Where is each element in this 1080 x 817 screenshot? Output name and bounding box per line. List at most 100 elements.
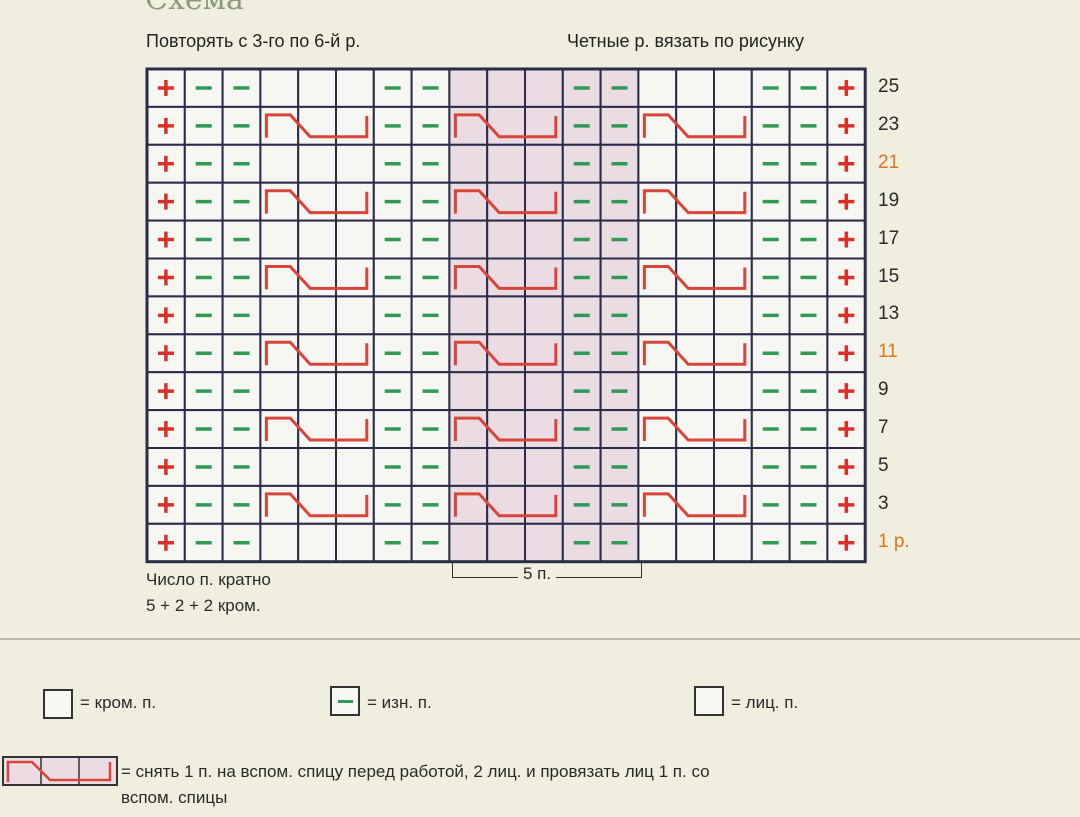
chart-cell <box>486 484 527 525</box>
chart-cell <box>259 219 300 260</box>
legend-cable-line2: вспом. спицы <box>121 788 228 807</box>
purl-stitch-symbol-icon <box>330 686 360 716</box>
chart-cell <box>675 295 716 336</box>
chart-cell <box>524 143 564 184</box>
chart-cell <box>259 143 300 184</box>
chart-cell <box>675 522 716 563</box>
row-number-label: 15 <box>878 265 900 287</box>
cable-cross-icon <box>642 189 747 215</box>
legend-edge-stitch: = кром. п. <box>80 693 157 712</box>
even-rows-instruction: Четные р. вязать по рисунку <box>567 31 804 51</box>
cable-cross-icon <box>264 113 369 139</box>
stitch-multiple-note: Число п. кратно <box>146 570 271 589</box>
chart-cell <box>524 295 564 336</box>
cable-symbol-icon <box>2 756 118 786</box>
cable-cross-icon <box>642 340 747 366</box>
chart-cell <box>524 68 564 108</box>
legend-purl-stitch: = изн. п. <box>367 693 432 712</box>
knitting-chart-grid <box>145 67 867 564</box>
repeat-label: 5 п. <box>518 564 557 584</box>
chart-cell <box>675 484 716 525</box>
chart-cell <box>335 371 375 412</box>
chart-cell <box>486 409 527 450</box>
cable-cross-icon <box>453 416 558 442</box>
chart-cell <box>486 522 527 563</box>
chart-cell <box>675 219 716 260</box>
chart-cell <box>297 409 338 450</box>
chart-cell <box>448 447 489 487</box>
divider <box>0 638 1080 640</box>
cable-cross-icon <box>453 189 558 215</box>
chart-cell <box>486 105 527 146</box>
row-number-label: 19 <box>878 189 900 211</box>
chart-cell <box>675 409 716 450</box>
chart-cell <box>297 333 338 374</box>
chart-cell <box>713 295 753 336</box>
row-number-label: 1 р. <box>878 530 910 552</box>
chart-cell <box>524 219 564 260</box>
chart-cell <box>675 371 716 412</box>
row-number-label: 5 <box>878 455 889 476</box>
chart-cell <box>675 105 716 146</box>
chart-cell <box>259 522 300 563</box>
chart-cell <box>448 143 489 184</box>
knit-stitch-symbol-icon <box>694 686 724 716</box>
row-number-label: 23 <box>878 113 900 135</box>
row-number-label: 9 <box>878 379 889 401</box>
chart-cell <box>335 143 375 184</box>
chart-cell <box>335 219 375 260</box>
row-number-label: 25 <box>878 76 900 97</box>
cable-cross-icon <box>453 113 558 139</box>
chart-cell <box>637 68 678 108</box>
chart-cell <box>335 295 375 336</box>
chart-cell <box>297 105 338 146</box>
chart-cell <box>259 371 300 412</box>
chart-cell <box>297 522 338 563</box>
chart-cell <box>826 522 867 563</box>
cable-cross-icon <box>453 340 558 366</box>
chart-cell <box>675 143 716 184</box>
chart-cell <box>297 181 338 222</box>
chart-cell <box>486 371 527 412</box>
repeat-instruction: Повторять с 3-го по 6-й р. <box>146 31 361 51</box>
chart-cell <box>297 68 338 108</box>
chart-cell <box>297 295 338 336</box>
chart-cell <box>675 257 716 298</box>
chart-cell <box>826 257 867 298</box>
cable-cross-icon <box>264 340 369 366</box>
chart-cell <box>486 257 527 298</box>
chart-cell <box>486 143 527 184</box>
chart-cell <box>297 219 338 260</box>
chart-cell <box>675 333 716 374</box>
cable-cross-icon <box>642 265 747 290</box>
chart-cell <box>524 371 564 412</box>
cable-cross-icon <box>264 492 369 518</box>
chart-cell <box>259 447 300 487</box>
chart-cell <box>637 447 678 487</box>
chart-cell <box>486 333 527 374</box>
chart-cell <box>675 181 716 222</box>
cable-cross-icon <box>264 265 369 290</box>
chart-cell <box>297 447 338 487</box>
row-number-label: 7 <box>878 417 889 439</box>
chart-cell <box>297 257 338 298</box>
chart-cell <box>524 522 564 563</box>
chart-cell <box>297 484 338 525</box>
chart-cell <box>713 522 753 563</box>
stitch-multiple-formula: 5 + 2 + 2 кром. <box>146 596 261 615</box>
chart-cell <box>675 447 716 487</box>
chart-cell <box>297 371 338 412</box>
row-number-label: 11 <box>878 341 898 363</box>
chart-cell <box>448 68 489 108</box>
chart-cell <box>637 522 678 563</box>
chart-cell <box>448 371 489 412</box>
legend-knit-stitch: = лиц. п. <box>731 693 799 712</box>
chart-cell <box>448 295 489 336</box>
chart-cell <box>448 219 489 260</box>
chart-cell <box>448 522 489 563</box>
chart-cell <box>486 219 527 260</box>
chart-title: Схема <box>145 0 244 17</box>
chart-cell <box>637 219 678 260</box>
row-number-label: 3 <box>878 492 889 514</box>
chart-cell <box>297 143 338 184</box>
